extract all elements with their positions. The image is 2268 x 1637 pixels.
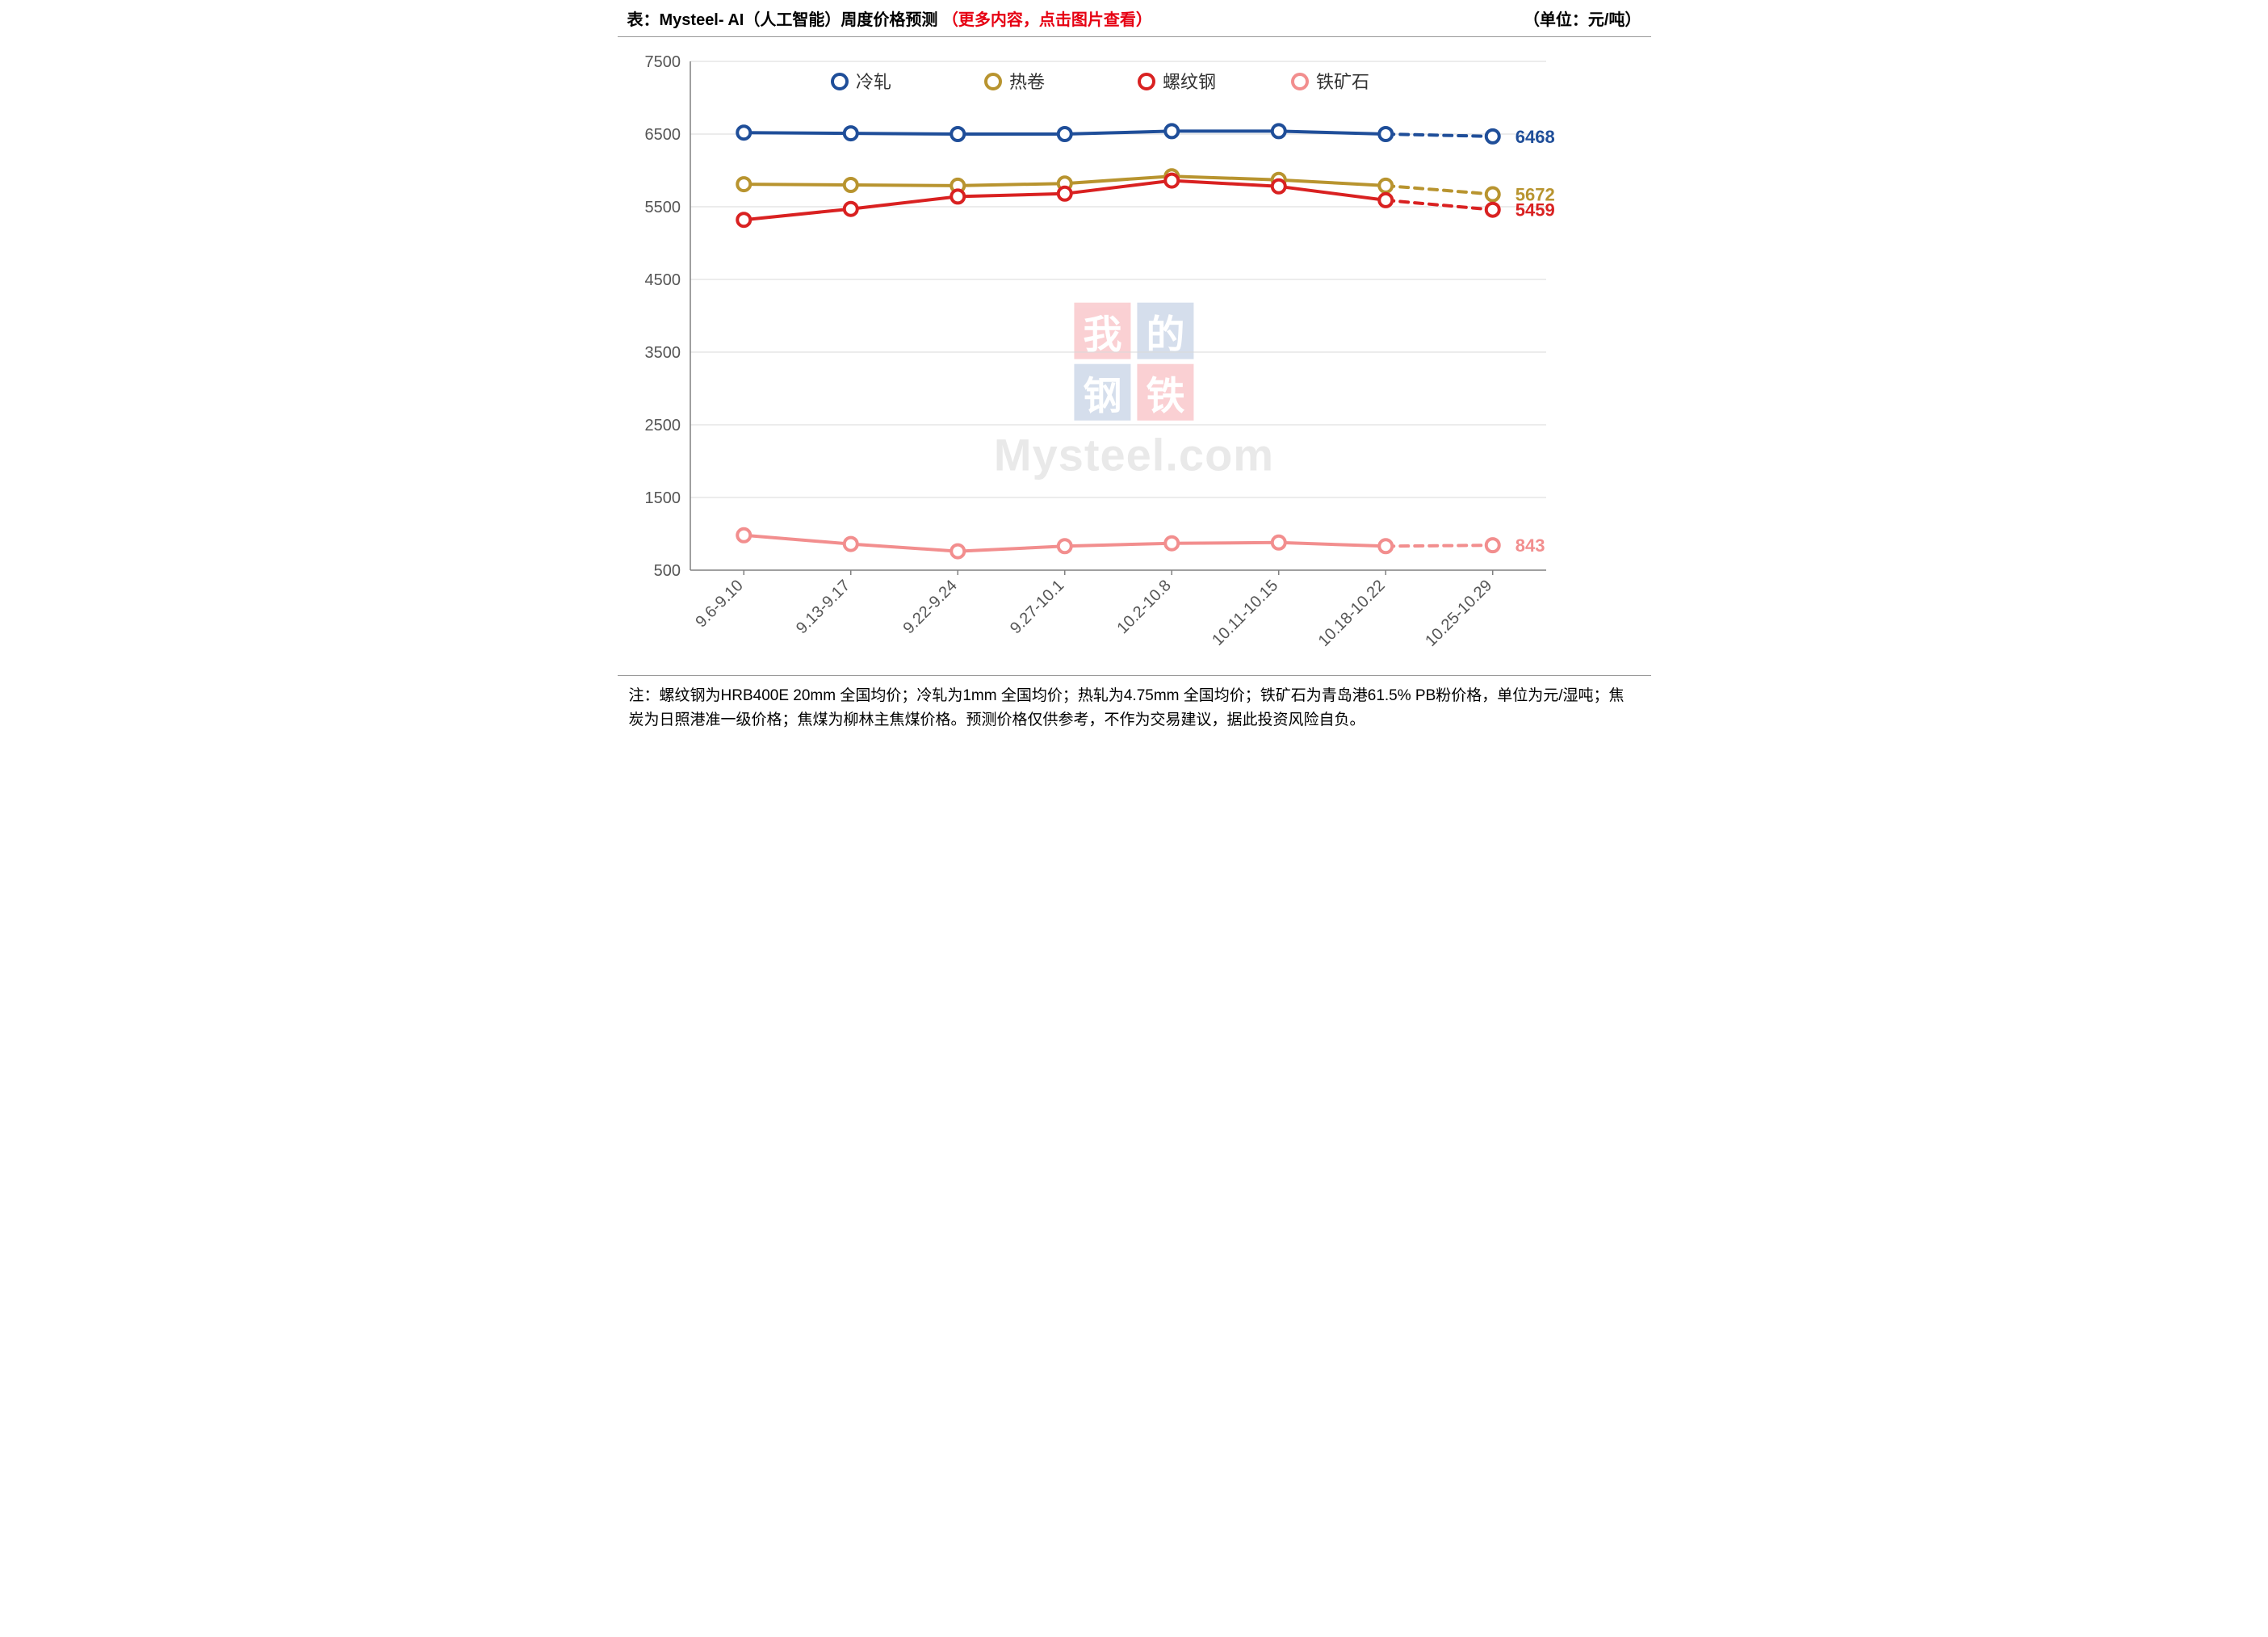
- marker-tiekuang: [1272, 536, 1285, 549]
- x-category-label: 9.22-9.24: [899, 577, 960, 637]
- marker-luowen: [844, 203, 857, 216]
- legend-marker-luowen[interactable]: [1139, 74, 1154, 89]
- footer-body: 螺纹钢为HRB400E 20mm 全国均价；冷轧为1mm 全国均价；热轧为4.7…: [629, 687, 1624, 728]
- marker-tiekuang: [737, 529, 750, 542]
- x-category-label: 10.2-10.8: [1113, 577, 1174, 637]
- x-category-label: 9.27-10.1: [1006, 577, 1067, 637]
- y-tick-label: 500: [653, 562, 680, 580]
- series-forecast-tiekuang: [1386, 545, 1493, 546]
- y-tick-label: 1500: [644, 489, 681, 507]
- marker-rejuan: [844, 178, 857, 191]
- marker-rejuan: [1486, 188, 1499, 201]
- legend-label-lengzha[interactable]: 冷轧: [856, 72, 891, 92]
- marker-luowen: [737, 213, 750, 226]
- legend-label-luowen[interactable]: 螺纹钢: [1163, 72, 1216, 92]
- footer-note: 注：螺纹钢为HRB400E 20mm 全国均价；冷轧为1mm 全国均价；热轧为4…: [618, 675, 1651, 748]
- x-category-label: 10.18-10.22: [1314, 577, 1388, 650]
- y-tick-label: 4500: [644, 271, 681, 289]
- x-category-label: 9.13-9.17: [792, 577, 853, 637]
- marker-lengzha: [844, 127, 857, 140]
- title-highlight[interactable]: （更多内容，点击图片查看）: [942, 11, 1152, 29]
- x-category-label: 10.25-10.29: [1422, 577, 1495, 650]
- marker-lengzha: [1486, 130, 1499, 143]
- unit-label: （单位：元/吨）: [1524, 6, 1641, 30]
- marker-tiekuang: [1165, 537, 1178, 550]
- title-prefix: 表：Mysteel- AI（人工智能）周度价格预测: [627, 11, 938, 29]
- series-forecast-luowen: [1386, 200, 1493, 210]
- end-label-lengzha: 6468: [1515, 127, 1554, 147]
- y-tick-label: 7500: [644, 53, 681, 71]
- legend-marker-lengzha[interactable]: [832, 74, 847, 89]
- marker-lengzha: [737, 126, 750, 139]
- marker-luowen: [1058, 187, 1071, 200]
- marker-lengzha: [1058, 128, 1071, 141]
- end-label-luowen: 5459: [1515, 200, 1554, 220]
- marker-luowen: [1486, 204, 1499, 216]
- y-tick-label: 3500: [644, 344, 681, 362]
- x-category-label: 9.6-9.10: [692, 577, 746, 631]
- marker-tiekuang: [1058, 539, 1071, 552]
- end-label-tiekuang: 843: [1515, 535, 1545, 556]
- title-bar: 表：Mysteel- AI（人工智能）周度价格预测 （更多内容，点击图片查看） …: [618, 0, 1651, 37]
- marker-tiekuang: [1379, 539, 1392, 552]
- x-category-label: 10.11-10.15: [1209, 577, 1281, 649]
- marker-luowen: [951, 190, 964, 203]
- y-tick-label: 6500: [644, 126, 681, 144]
- marker-lengzha: [951, 128, 964, 141]
- marker-lengzha: [1165, 124, 1178, 137]
- marker-tiekuang: [951, 545, 964, 558]
- legend-label-rejuan[interactable]: 热卷: [1009, 72, 1045, 92]
- series-forecast-rejuan: [1386, 186, 1493, 195]
- footer-prefix: 注：: [629, 687, 660, 704]
- chart-area[interactable]: 我 的 钢 铁 Mysteel.com 50015002500350045005…: [618, 37, 1651, 675]
- title-left: 表：Mysteel- AI（人工智能）周度价格预测 （更多内容，点击图片查看）: [627, 6, 1152, 30]
- y-tick-label: 5500: [644, 199, 681, 216]
- legend-label-tiekuang[interactable]: 铁矿石: [1316, 72, 1369, 92]
- marker-rejuan: [1379, 179, 1392, 192]
- marker-tiekuang: [844, 538, 857, 551]
- marker-luowen: [1272, 180, 1285, 193]
- marker-tiekuang: [1486, 539, 1499, 552]
- marker-rejuan: [737, 178, 750, 191]
- marker-luowen: [1379, 194, 1392, 207]
- marker-lengzha: [1272, 124, 1285, 137]
- chart-svg: 500 1500 2500 3500 4500 5500 6500 7500 9.6-9.10 9…: [618, 37, 1651, 675]
- marker-luowen: [1165, 174, 1178, 187]
- chart-container: 表：Mysteel- AI（人工智能）周度价格预测 （更多内容，点击图片查看） …: [618, 0, 1651, 748]
- legend-marker-tiekuang[interactable]: [1293, 74, 1307, 89]
- y-tick-label: 2500: [644, 417, 681, 434]
- legend-marker-rejuan[interactable]: [986, 74, 1000, 89]
- marker-lengzha: [1379, 128, 1392, 141]
